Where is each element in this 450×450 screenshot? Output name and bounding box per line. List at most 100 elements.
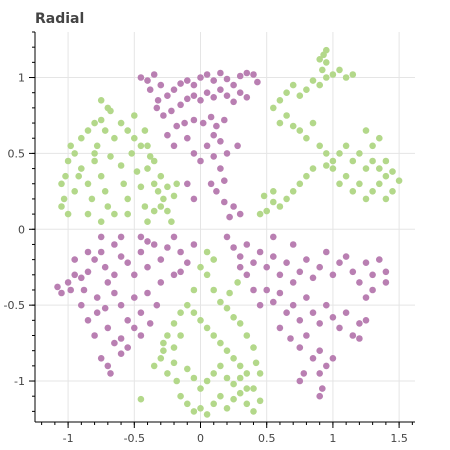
- scatter-point: [184, 301, 191, 309]
- scatter-point: [97, 116, 105, 124]
- scatter-point: [316, 392, 324, 400]
- scatter-point: [173, 377, 180, 385]
- scatter-point: [71, 271, 78, 279]
- scatter-point: [177, 248, 184, 256]
- scatter-point: [131, 271, 138, 279]
- scatter-point: [336, 324, 343, 332]
- scatter-point: [84, 248, 92, 256]
- scatter-point: [309, 119, 317, 127]
- scatter-point: [250, 385, 257, 392]
- scatter-point: [356, 335, 363, 342]
- scatter-point: [243, 400, 251, 408]
- scatter-point: [289, 279, 297, 286]
- scatter-point: [226, 289, 233, 297]
- scatter-point: [93, 142, 101, 150]
- scatter-point: [71, 256, 78, 263]
- scatter-point: [309, 165, 317, 172]
- scatter-point: [236, 253, 244, 260]
- scatter-point: [213, 122, 220, 130]
- scatter-point: [184, 365, 191, 373]
- scatter-point: [197, 97, 204, 104]
- scatter-point: [369, 157, 376, 165]
- scatter-point: [124, 210, 131, 218]
- scatter-point: [93, 294, 101, 301]
- scatter-point: [153, 104, 161, 112]
- scatter-point: [243, 271, 251, 279]
- scatter-point: [236, 72, 244, 80]
- scatter-point: [356, 180, 363, 188]
- scatter-point: [141, 127, 149, 134]
- scatter-point: [84, 317, 92, 324]
- axes: [34, 32, 415, 423]
- scatter-point: [316, 142, 324, 150]
- scatter-point: [296, 377, 304, 385]
- scatter-point: [316, 320, 324, 327]
- scatter-point: [283, 309, 290, 317]
- scatter-point: [296, 344, 304, 351]
- scatter-point: [150, 180, 158, 188]
- scatter-point: [263, 286, 271, 294]
- scatter-point: [137, 183, 145, 191]
- scatter-point: [150, 71, 158, 78]
- scatter-point: [323, 59, 330, 66]
- scatter-point: [236, 389, 244, 397]
- scatter-point: [207, 180, 215, 188]
- scatter-point: [124, 317, 131, 324]
- scatter-point: [210, 94, 217, 101]
- scatter-point: [104, 324, 112, 332]
- y-tick-label: 1: [18, 72, 25, 85]
- scatter-point: [336, 150, 343, 157]
- grid: [35, 32, 415, 422]
- scatter-point: [289, 122, 297, 130]
- scatter-point: [184, 77, 191, 84]
- scatter-point: [190, 374, 198, 382]
- scatter-point: [117, 162, 125, 169]
- scatter-point: [376, 165, 383, 172]
- scatter-point: [157, 203, 165, 210]
- scatter-point: [254, 78, 261, 86]
- scatter-point: [270, 104, 277, 112]
- x-tick-label: 0: [197, 432, 204, 445]
- scatter-point: [97, 97, 105, 104]
- scatter-point: [369, 271, 376, 279]
- scatter-point: [133, 168, 141, 175]
- x-tick-label: -1: [63, 432, 74, 445]
- scatter-point: [303, 172, 310, 180]
- y-tick-label: 0.5: [8, 147, 26, 160]
- scatter-point: [250, 71, 257, 78]
- scatter-point: [78, 134, 85, 142]
- scatter-point: [230, 81, 237, 89]
- scatter-point: [101, 263, 109, 271]
- scatter-point: [197, 157, 204, 165]
- scatter-point: [342, 253, 350, 260]
- scatter-point: [263, 263, 271, 271]
- scatter-point: [164, 183, 171, 191]
- scatter-point: [389, 168, 396, 175]
- scatter-point: [230, 98, 237, 106]
- scatter-point: [287, 335, 294, 342]
- scatter-point: [319, 385, 326, 392]
- scatter-point: [243, 69, 251, 77]
- scatter-point: [296, 317, 304, 324]
- scatter-point: [67, 286, 74, 294]
- scatter-point: [323, 301, 330, 309]
- scatter-point: [296, 127, 304, 134]
- scatter-point: [243, 385, 251, 392]
- scatter-point: [316, 263, 324, 271]
- scatter-point: [349, 188, 357, 195]
- scatter-point: [362, 259, 370, 267]
- scatter-point: [124, 195, 131, 203]
- scatter-point: [316, 347, 324, 355]
- scatter-point: [97, 172, 105, 180]
- scatter-point: [221, 116, 228, 124]
- x-tick-label: 0.5: [258, 432, 276, 445]
- scatter-point: [190, 81, 198, 89]
- scatter-point: [181, 119, 188, 127]
- scatter-point: [395, 177, 403, 184]
- scatter-point: [210, 400, 217, 408]
- scatter-point: [97, 355, 105, 362]
- scatter-point: [160, 347, 167, 355]
- scatter-point: [144, 263, 151, 271]
- scatter-point: [184, 180, 191, 188]
- scatter-point: [203, 71, 211, 78]
